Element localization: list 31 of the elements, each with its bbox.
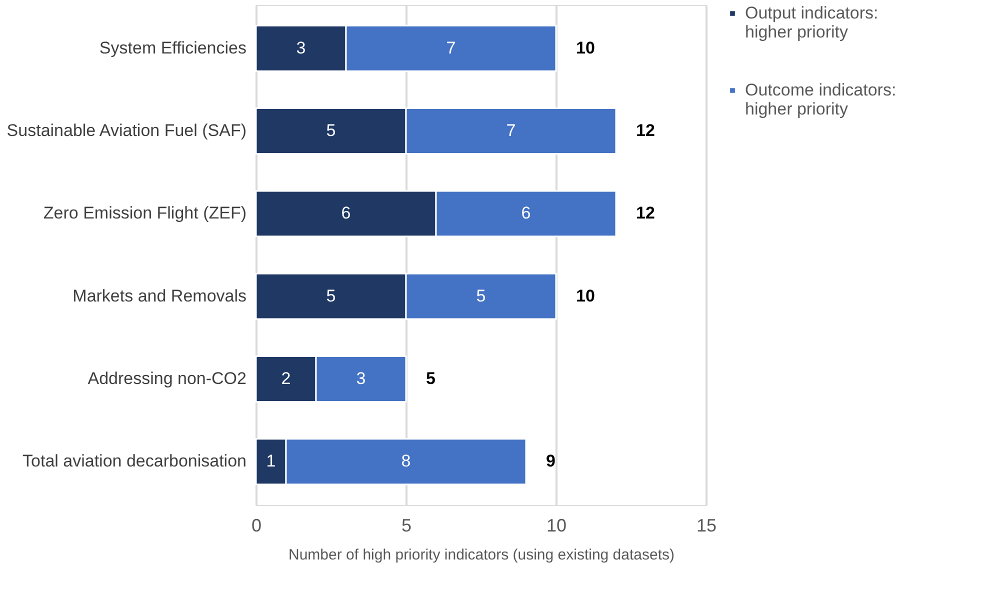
- x-axis-title: Number of high priority indicators (using existing datasets): [288, 546, 675, 564]
- data-label: 6: [521, 204, 531, 223]
- data-label: 5: [326, 121, 336, 140]
- x-tick-label: 15: [696, 516, 717, 536]
- data-label: 5: [476, 286, 486, 306]
- data-label: 7: [446, 38, 456, 58]
- data-label: 2: [281, 368, 291, 388]
- total-label: 12: [636, 121, 655, 140]
- y-tick-label: System Efficiencies: [99, 38, 246, 58]
- data-label: 1: [266, 452, 276, 471]
- data-label: 6: [341, 204, 351, 223]
- legend-label: Outcome indicators: higher priority: [745, 80, 896, 118]
- y-tick-label: Markets and Removals: [72, 286, 246, 306]
- total-label: 10: [576, 286, 595, 306]
- data-label: 8: [401, 452, 411, 471]
- total-label: 5: [426, 368, 436, 388]
- data-label: 3: [296, 38, 306, 58]
- x-tick-label: 5: [401, 516, 412, 536]
- total-label: 9: [546, 452, 556, 471]
- data-label: 7: [506, 121, 516, 140]
- y-tick-label: Sustainable Aviation Fuel (SAF): [6, 121, 246, 140]
- y-tick-label: Total aviation decarbonisation: [22, 452, 246, 471]
- data-label: 5: [326, 286, 336, 306]
- data-label: 3: [356, 368, 366, 388]
- x-tick-label: 10: [546, 516, 567, 536]
- y-tick-label: Zero Emission Flight (ZEF): [43, 204, 246, 223]
- x-tick-label: 0: [251, 516, 262, 536]
- total-label: 10: [576, 38, 595, 58]
- total-label: 12: [636, 204, 655, 223]
- legend-label: Output indicators: higher priority: [745, 4, 878, 42]
- y-tick-label: Addressing non-CO2: [88, 368, 246, 388]
